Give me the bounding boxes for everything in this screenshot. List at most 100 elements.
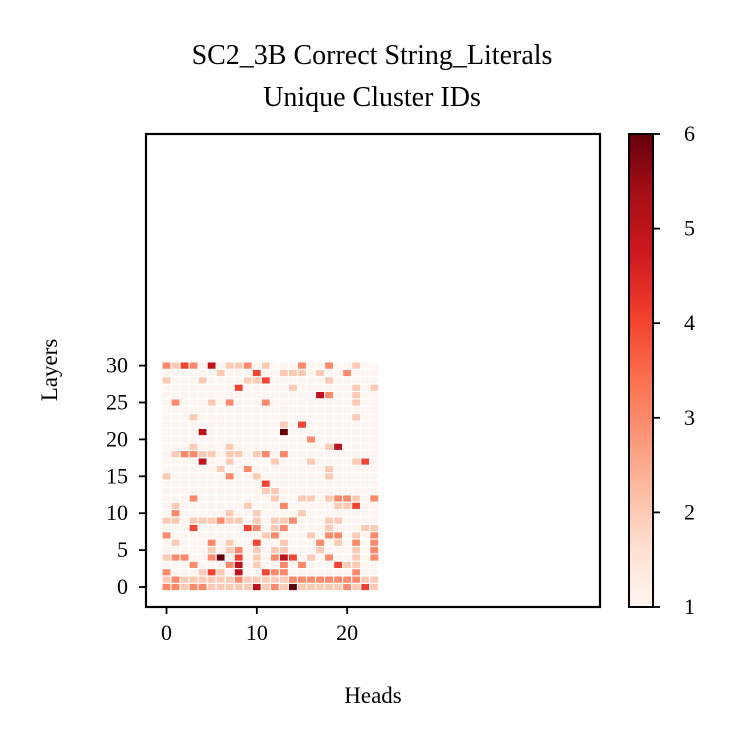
- x-axis-label: Heads: [344, 683, 402, 708]
- heatmap-cell: [251, 501, 262, 511]
- heatmap-cell: [161, 553, 172, 562]
- heatmap-cell: [179, 516, 190, 525]
- heatmap-cell: [342, 390, 353, 400]
- heatmap-cell: [369, 523, 380, 533]
- heatmap-cell: [242, 575, 253, 584]
- heatmap-cell: [161, 368, 172, 378]
- heatmap-cell: [206, 508, 217, 518]
- heatmap-cell: [333, 523, 344, 533]
- heatmap-cell: [233, 553, 244, 562]
- heatmap-cell: [242, 449, 253, 459]
- heatmap-cell: [188, 516, 199, 525]
- heatmap-cell: [260, 538, 271, 547]
- heatmap-cell: [179, 567, 190, 577]
- heatmap-cell: [351, 383, 362, 392]
- heatmap-cell: [242, 560, 253, 570]
- heatmap-cell: [260, 405, 271, 415]
- colorbar-tick-label: 3: [684, 405, 695, 430]
- heatmap-cell: [233, 567, 244, 577]
- heatmap-cell: [251, 494, 262, 503]
- heatmap-cell: [351, 516, 362, 525]
- heatmap-cell: [206, 501, 217, 511]
- heatmap-cell: [206, 486, 217, 496]
- heatmap-cell: [369, 413, 380, 422]
- heatmap-cell: [251, 405, 262, 415]
- heatmap-cell: [161, 494, 172, 503]
- heatmap-cell: [242, 516, 253, 525]
- heatmap-cell: [269, 494, 280, 503]
- heatmap-cell: [324, 567, 335, 577]
- heatmap-cell: [242, 501, 253, 511]
- heatmap-cell: [369, 545, 380, 555]
- heatmap-cell: [188, 523, 199, 533]
- heatmap-cell: [296, 472, 308, 481]
- heatmap-cell: [161, 442, 172, 452]
- heatmap-cell: [215, 575, 226, 584]
- heatmap-cell: [342, 442, 353, 452]
- heatmap-cell: [324, 376, 335, 385]
- heatmap-cell: [179, 508, 190, 518]
- heatmap-cell: [360, 523, 371, 533]
- heatmap-cell: [242, 420, 253, 429]
- heatmap-cell: [305, 449, 317, 459]
- heatmap-cell: [233, 582, 244, 592]
- heatmap-cell: [342, 368, 353, 378]
- heatmap-cell: [197, 390, 208, 400]
- heatmap-cell: [233, 420, 244, 429]
- heatmap-cell: [296, 376, 308, 385]
- heatmap-cell: [314, 560, 326, 570]
- heatmap-cell: [260, 531, 271, 540]
- heatmap-cell: [197, 486, 208, 496]
- heatmap-cell: [278, 405, 289, 415]
- heatmap-cell: [179, 449, 190, 459]
- heatmap-cell: [206, 398, 217, 407]
- heatmap-cell: [197, 538, 208, 547]
- heatmap-cell: [360, 501, 371, 511]
- heatmap-cell: [224, 464, 235, 474]
- heatmap-cell: [206, 479, 217, 488]
- heatmap-cell: [369, 383, 380, 392]
- heatmap-cell: [206, 516, 217, 525]
- heatmap-cell: [188, 368, 199, 378]
- heatmap-cell: [269, 420, 280, 429]
- heatmap-cell: [260, 390, 271, 400]
- heatmap-cell: [296, 479, 308, 488]
- heatmap-cell: [188, 553, 199, 562]
- heatmap-cell: [170, 361, 181, 370]
- heatmap-cell: [233, 361, 244, 370]
- heatmap-cell: [351, 479, 362, 488]
- heatmap-cell: [314, 553, 326, 562]
- heatmap-cell: [278, 516, 289, 525]
- heatmap-cell: [260, 494, 271, 503]
- heatmap-cell: [197, 398, 208, 407]
- heatmap-cell: [206, 538, 217, 547]
- heatmap-cell: [233, 472, 244, 481]
- heatmap-cell: [170, 486, 181, 496]
- heatmap-cell: [161, 427, 172, 437]
- heatmap-cell: [197, 516, 208, 525]
- heatmap-cell: [179, 442, 190, 452]
- heatmap-cell: [161, 560, 172, 570]
- heatmap-cell: [314, 486, 326, 496]
- heatmap-cell: [324, 531, 335, 540]
- heatmap-cell: [314, 361, 326, 370]
- heatmap-cell: [224, 383, 235, 392]
- heatmap-cell: [360, 508, 371, 518]
- heatmap-cell: [342, 486, 353, 496]
- heatmap-cell: [251, 523, 262, 533]
- x-tick-label: 10: [246, 620, 268, 645]
- heatmap-cell: [278, 361, 289, 370]
- heatmap-cell: [170, 523, 181, 533]
- heatmap-cell: [287, 405, 299, 415]
- heatmap-cell: [233, 435, 244, 444]
- heatmap-cell: [342, 449, 353, 459]
- heatmap-cell: [351, 501, 362, 511]
- heatmap-cell: [233, 383, 244, 392]
- heatmap-cell: [179, 383, 190, 392]
- heatmap-cell: [333, 449, 344, 459]
- heatmap-cell: [215, 545, 226, 555]
- heatmap-cell: [179, 398, 190, 407]
- heatmap-cell: [206, 449, 217, 459]
- heatmap-cell: [351, 545, 362, 555]
- y-tick-label: 15: [106, 463, 128, 488]
